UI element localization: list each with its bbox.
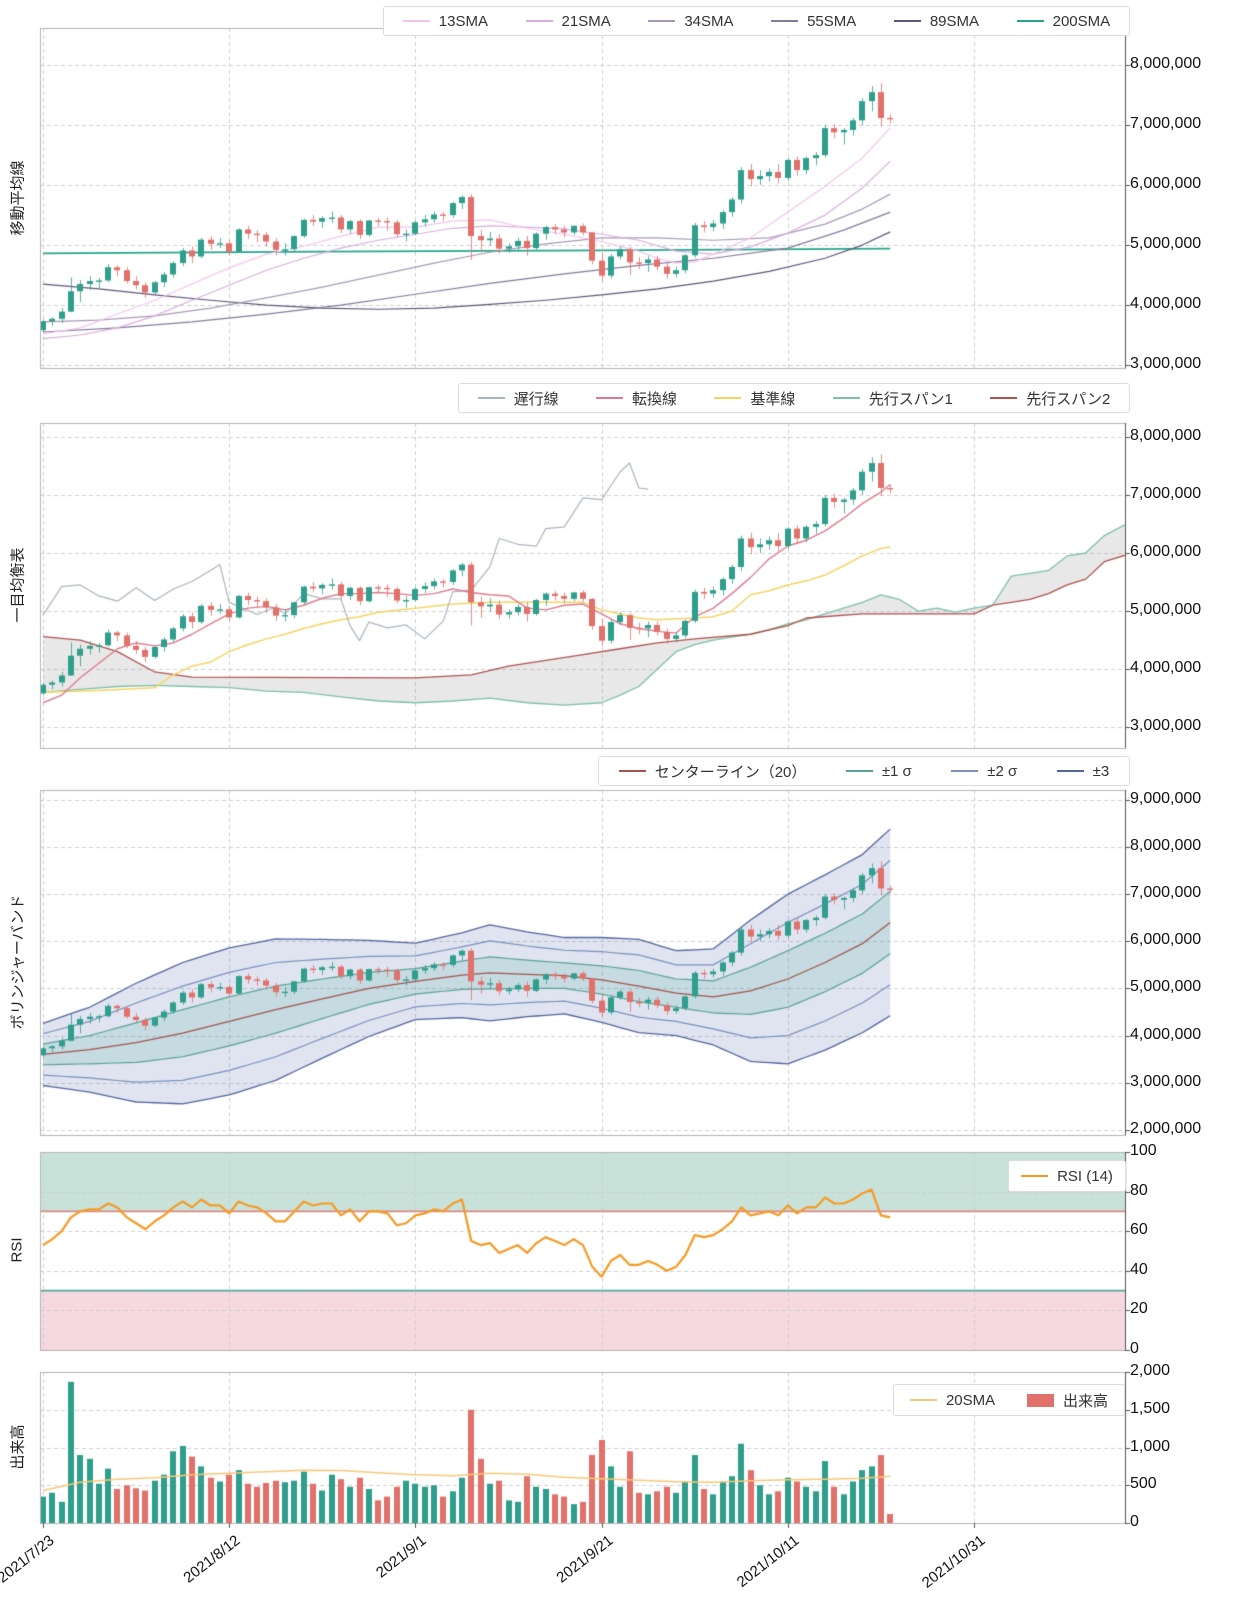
legend-item: ±2 σ bbox=[951, 763, 1017, 780]
y-tick-label: 8,000,000 bbox=[1130, 837, 1202, 855]
y-tick-label: 8,000,000 bbox=[1130, 426, 1202, 444]
legend-label: 13SMA bbox=[438, 12, 488, 30]
legend-item: 出来高 bbox=[1027, 1390, 1108, 1411]
panel-3-legend: センターライン（20） ±1 σ ±2 σ ±3 bbox=[598, 756, 1130, 786]
y-tick-label: 1,000 bbox=[1130, 1437, 1171, 1455]
legend-label: 先行スパン1 bbox=[868, 390, 953, 408]
legend-item: 先行スパン2 bbox=[990, 388, 1110, 409]
legend-swatch-icon bbox=[1016, 20, 1044, 22]
legend-item: 21SMA bbox=[525, 12, 611, 30]
y-tick-label: 2,000 bbox=[1130, 1362, 1171, 1379]
panel-5-legend: 20SMA 出来高 bbox=[893, 1384, 1125, 1416]
legend-label: 89SMA bbox=[929, 12, 980, 30]
legend-item: 転換線 bbox=[596, 388, 677, 409]
legend-swatch-icon bbox=[596, 397, 624, 399]
legend-swatch-icon bbox=[648, 20, 676, 22]
y-tick-label: 7,000,000 bbox=[1130, 115, 1202, 133]
legend-item: 200SMA bbox=[1016, 12, 1111, 30]
legend-label: 55SMA bbox=[807, 12, 857, 30]
legend-item: 13SMA bbox=[402, 12, 488, 30]
legend-label: 20SMA bbox=[945, 1391, 996, 1409]
legend-item: ±3 bbox=[1056, 762, 1110, 780]
y-tick-label: 4,000,000 bbox=[1130, 659, 1202, 677]
legend-label: 出来高 bbox=[1063, 1392, 1109, 1410]
legend-item: 34SMA bbox=[648, 12, 734, 30]
legend-swatch-icon bbox=[1021, 1175, 1049, 1177]
y-tick-label: 8,000,000 bbox=[1130, 55, 1202, 73]
legend-swatch-icon bbox=[832, 397, 860, 399]
y-tick-label: 100 bbox=[1130, 1142, 1157, 1159]
legend-label: 21SMA bbox=[561, 12, 611, 30]
legend-swatch-icon bbox=[477, 397, 505, 399]
legend-item: RSI (14) bbox=[1021, 1168, 1113, 1185]
legend-swatch-icon bbox=[951, 770, 979, 772]
y-tick-label: 5,000,000 bbox=[1130, 235, 1202, 253]
legend-label: 転換線 bbox=[632, 390, 678, 408]
panel-4-ylabel: RSI bbox=[8, 1237, 26, 1263]
legend-label: 200SMA bbox=[1052, 12, 1111, 30]
legend-item: 20SMA bbox=[909, 1391, 996, 1409]
legend-swatch-icon bbox=[618, 770, 646, 772]
y-tick-label: 6,000,000 bbox=[1130, 543, 1202, 560]
legend-label: ±2 σ bbox=[987, 762, 1018, 780]
legend-swatch-icon bbox=[525, 20, 553, 22]
panel-1-legend: 13SMA 21SMA 34SMA 55SMA 89SMA 200SMA bbox=[383, 6, 1130, 36]
legend-swatch-icon bbox=[990, 397, 1018, 399]
y-tick-label: 3,000,000 bbox=[1130, 355, 1202, 372]
legend-swatch-icon bbox=[845, 770, 873, 772]
y-tick-label: 5,000,000 bbox=[1130, 978, 1202, 996]
y-tick-label: 0 bbox=[1130, 1340, 1139, 1357]
y-tick-label: 9,000,000 bbox=[1130, 789, 1202, 807]
legend-label: ±3 bbox=[1092, 762, 1110, 780]
legend-label: 34SMA bbox=[684, 12, 734, 30]
legend-item: センターライン（20） bbox=[618, 761, 807, 782]
legend-label: ±1 σ bbox=[881, 762, 912, 780]
y-tick-label: 500 bbox=[1130, 1475, 1157, 1493]
legend-swatch-icon bbox=[1056, 770, 1084, 772]
y-tick-label: 6,000,000 bbox=[1130, 931, 1202, 949]
y-tick-label: 20 bbox=[1130, 1300, 1148, 1318]
legend-swatch-icon bbox=[771, 20, 799, 22]
legend-swatch-icon bbox=[714, 397, 742, 399]
legend-item: 55SMA bbox=[771, 13, 856, 30]
y-tick-label: 6,000,000 bbox=[1130, 175, 1202, 193]
panel-2-ylabel: 一目均衡表 bbox=[9, 547, 27, 623]
panel-1-ylabel: 移動平均線 bbox=[9, 160, 27, 236]
legend-item: 基準線 bbox=[714, 388, 795, 409]
panel-5-ylabel: 出来高 bbox=[9, 1424, 27, 1470]
y-tick-label: 4,000,000 bbox=[1130, 1025, 1202, 1043]
legend-label: 遅行線 bbox=[513, 390, 559, 408]
legend-item: 遅行線 bbox=[477, 388, 559, 409]
y-tick-label: 7,000,000 bbox=[1130, 484, 1202, 502]
legend-swatch-icon bbox=[893, 20, 921, 22]
legend-item: 先行スパン1 bbox=[832, 388, 953, 409]
panel-3-ylabel: ボリンジャーバンド bbox=[9, 894, 27, 1030]
y-tick-label: 2,000,000 bbox=[1130, 1119, 1202, 1137]
y-tick-label: 3,000,000 bbox=[1130, 717, 1202, 735]
y-tick-label: 80 bbox=[1130, 1181, 1148, 1199]
y-tick-label: 4,000,000 bbox=[1130, 295, 1202, 313]
legend-swatch-icon bbox=[909, 1399, 937, 1401]
legend-label: RSI (14) bbox=[1057, 1167, 1113, 1185]
panel-4-legend: RSI (14) bbox=[1008, 1160, 1126, 1192]
legend-swatch-icon bbox=[402, 20, 430, 22]
panel-2-legend: 遅行線 転換線 基準線 先行スパン1 先行スパン2 bbox=[458, 383, 1130, 413]
y-tick-label: 7,000,000 bbox=[1130, 884, 1202, 902]
y-tick-label: 5,000,000 bbox=[1130, 601, 1202, 619]
y-tick-label: 3,000,000 bbox=[1130, 1072, 1202, 1090]
y-tick-label: 0 bbox=[1130, 1513, 1139, 1530]
legend-label: 先行スパン2 bbox=[1026, 390, 1111, 408]
y-tick-label: 1,500 bbox=[1130, 1399, 1171, 1417]
y-tick-label: 60 bbox=[1130, 1221, 1148, 1239]
legend-label: 基準線 bbox=[750, 390, 796, 408]
y-tick-label: 40 bbox=[1130, 1260, 1148, 1278]
legend-item: ±1 σ bbox=[845, 762, 912, 780]
legend-item: 89SMA bbox=[893, 12, 980, 30]
legend-swatch-icon bbox=[1027, 1393, 1055, 1407]
legend-label: センターライン（20） bbox=[654, 763, 807, 781]
